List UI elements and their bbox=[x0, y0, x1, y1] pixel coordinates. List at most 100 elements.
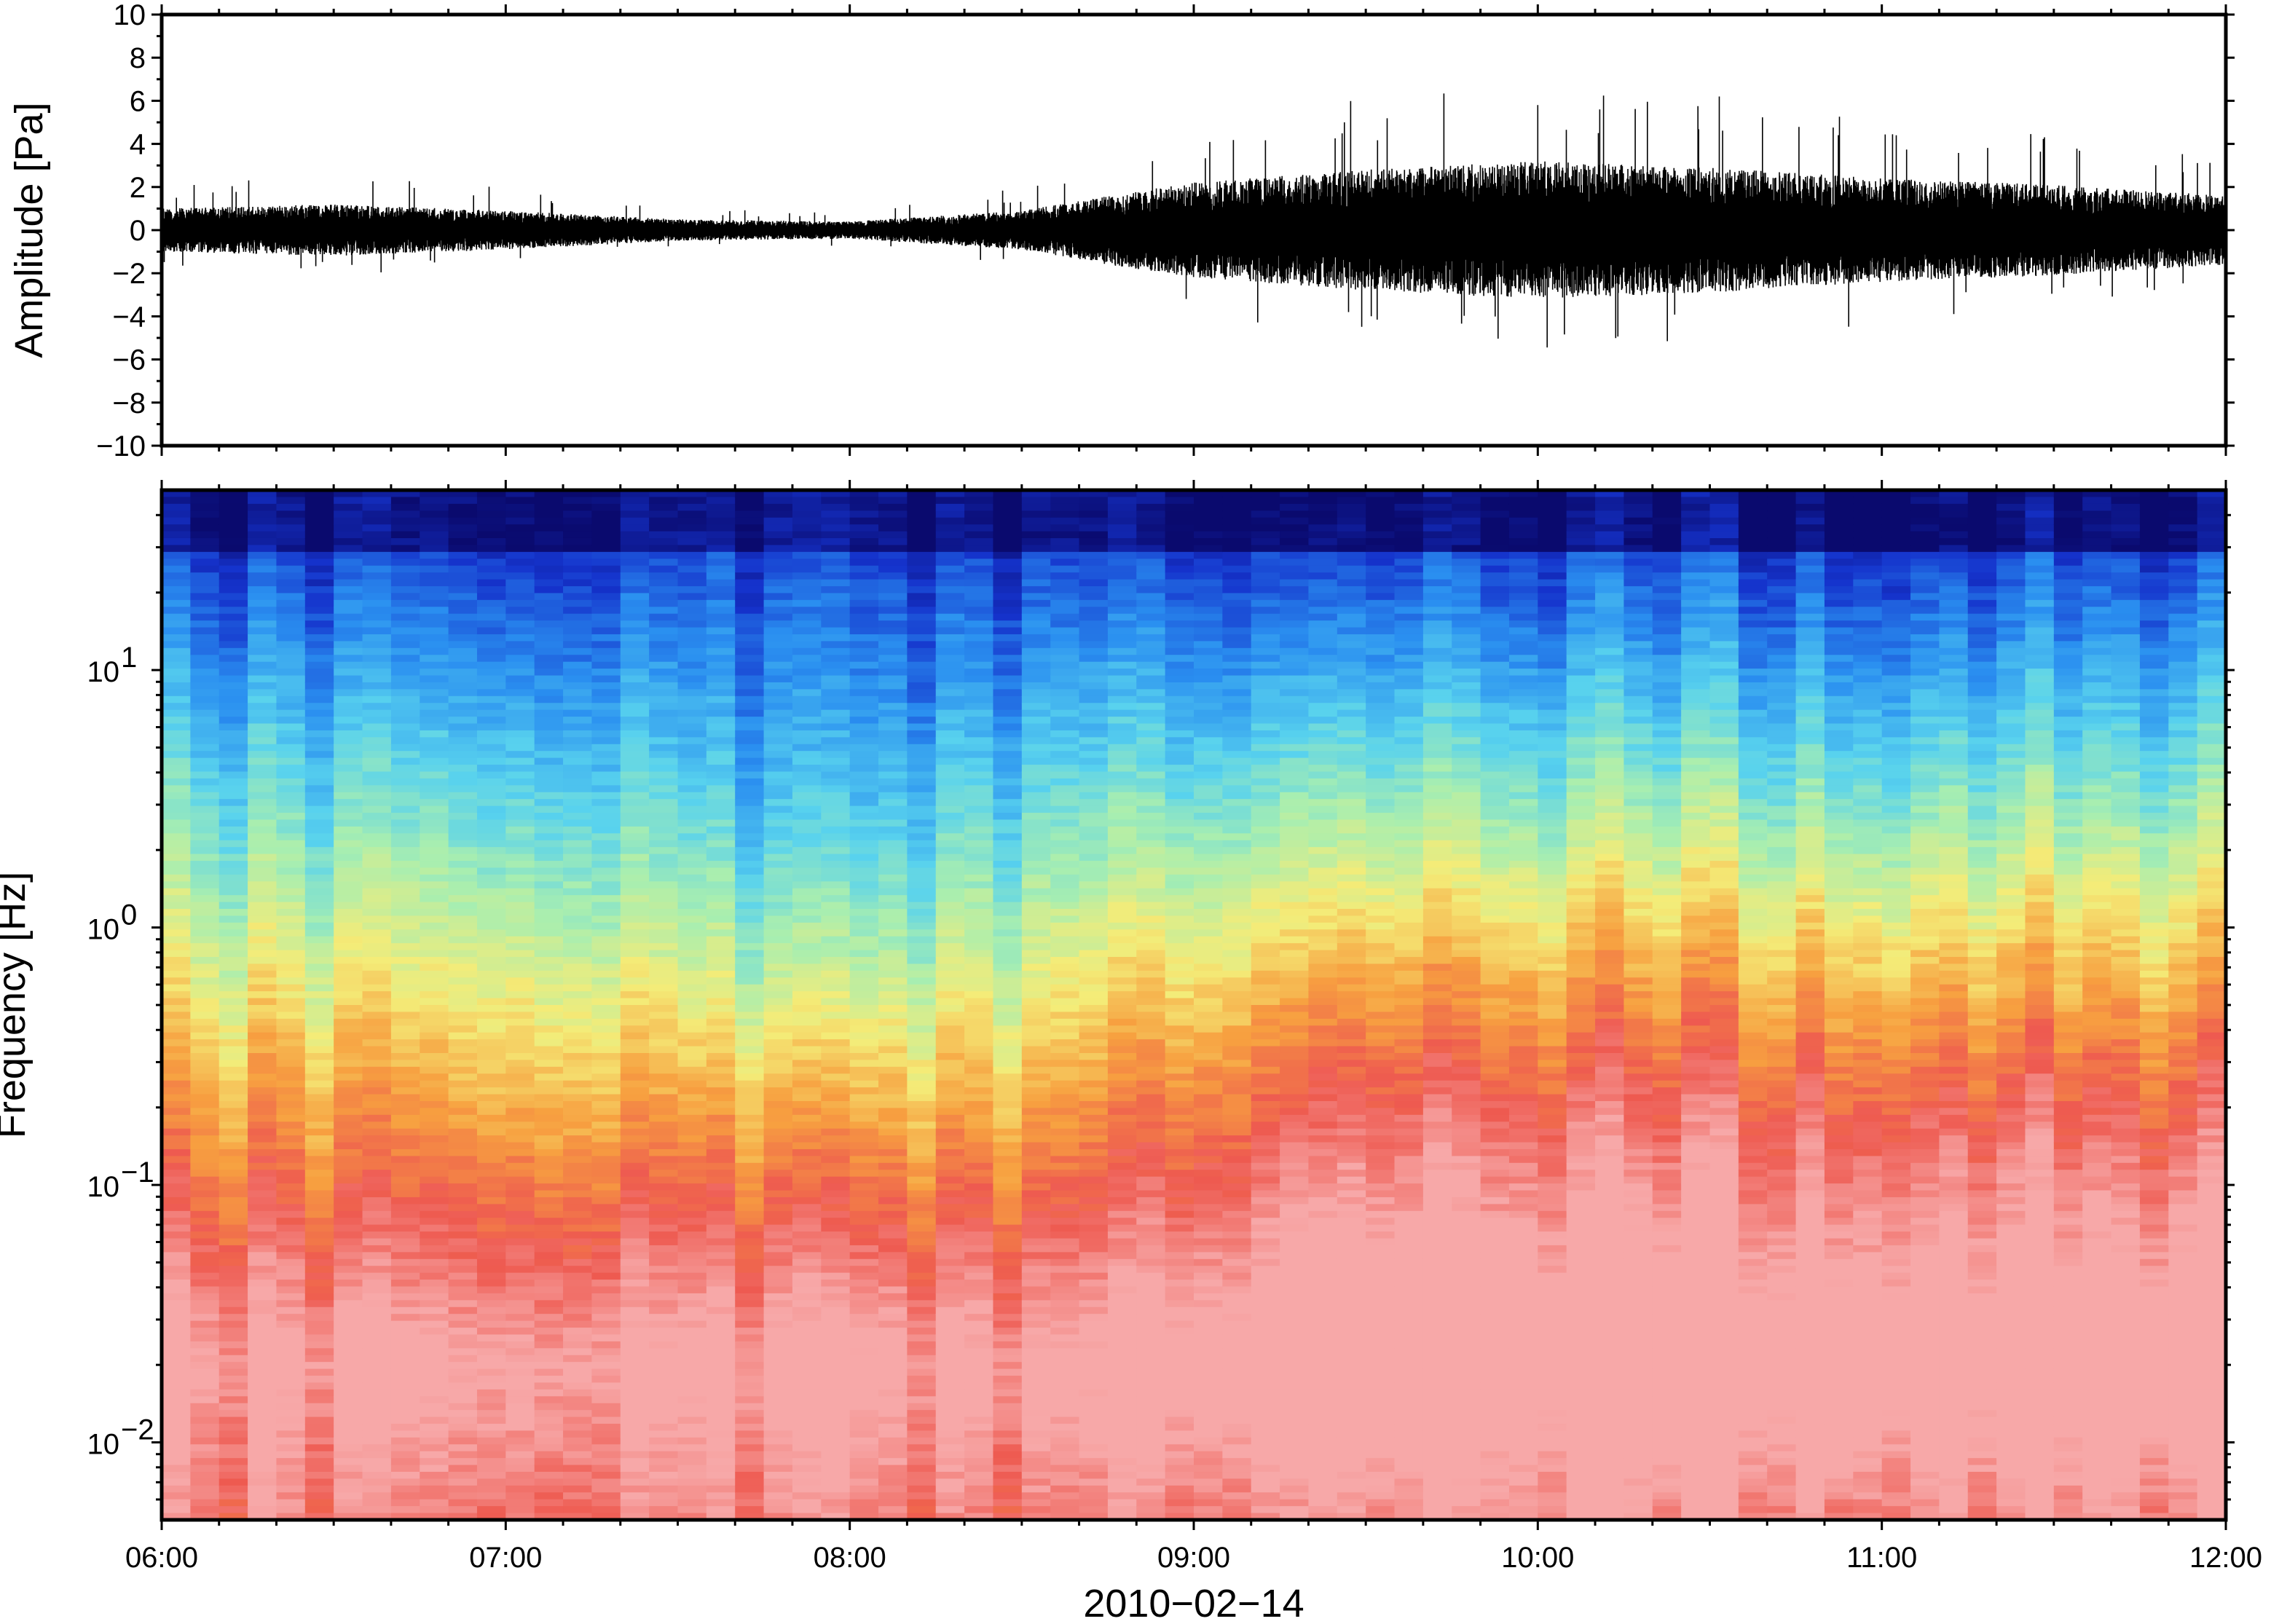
spectrogram-cell bbox=[505, 1231, 535, 1239]
spectrogram-cell bbox=[390, 833, 421, 841]
spectrogram-cell bbox=[649, 730, 679, 738]
spectrogram-cell bbox=[190, 1052, 220, 1061]
spectrogram-cell bbox=[821, 1100, 851, 1109]
spectrogram-cell bbox=[1050, 1506, 1080, 1514]
spectrogram-cell bbox=[190, 957, 220, 965]
spectrogram-cell bbox=[420, 1341, 449, 1349]
spectrogram-cell bbox=[677, 579, 707, 587]
spectrogram-cell bbox=[649, 1320, 679, 1328]
spectrogram-cell bbox=[849, 1341, 879, 1349]
spectrogram-cell bbox=[248, 915, 278, 923]
spectrogram-cell bbox=[792, 1280, 822, 1288]
spectrogram-cell bbox=[935, 1499, 965, 1507]
spectrogram-cell bbox=[476, 1306, 507, 1314]
spectrogram-cell bbox=[276, 1478, 306, 1486]
spectrogram-cell bbox=[534, 1376, 564, 1384]
spectrogram-cell bbox=[362, 545, 392, 553]
spectrogram-cell bbox=[304, 1073, 334, 1081]
spectrogram-cell bbox=[1021, 915, 1051, 923]
spectrogram-cell bbox=[849, 1231, 879, 1239]
spectrogram-cell bbox=[505, 1094, 535, 1102]
spectrogram-cell bbox=[821, 1148, 851, 1157]
spectrogram-cell bbox=[476, 1122, 507, 1130]
spectrogram-cell bbox=[505, 867, 535, 875]
spectrogram-cell bbox=[1021, 537, 1051, 546]
spectrogram-cell bbox=[821, 1314, 851, 1322]
spectrogram-cell bbox=[534, 792, 564, 800]
spectrogram-cell bbox=[706, 1499, 736, 1507]
spectrogram-cell bbox=[849, 922, 879, 931]
spectrogram-cell bbox=[649, 1100, 679, 1109]
spectrogram-cell bbox=[1079, 717, 1109, 725]
spectrogram-cell bbox=[993, 792, 1023, 800]
spectrogram-cell bbox=[476, 1162, 507, 1171]
spectrogram-cell bbox=[190, 1416, 220, 1424]
spectrogram-cell bbox=[735, 792, 765, 800]
spectrogram-cell bbox=[563, 799, 593, 807]
spectrogram-cell bbox=[563, 709, 593, 717]
spectrogram-cell bbox=[620, 1403, 650, 1411]
spectrogram-cell bbox=[620, 1499, 650, 1507]
spectrogram-cell bbox=[792, 1142, 822, 1150]
spectrogram-cell bbox=[162, 634, 192, 642]
spectrogram-cell bbox=[763, 1245, 793, 1253]
spectrogram-cell bbox=[334, 1472, 363, 1480]
spectrogram-cell bbox=[620, 627, 650, 635]
spectrogram-cell bbox=[534, 895, 564, 903]
spectrogram-cell bbox=[563, 511, 593, 519]
spectrogram-cell bbox=[563, 490, 593, 498]
spectrogram-cell bbox=[1050, 1018, 1080, 1027]
spectrogram-cell bbox=[763, 1362, 793, 1370]
spectrogram-cell bbox=[248, 1135, 278, 1143]
spectrogram-cell bbox=[935, 922, 965, 931]
spectrogram-cell bbox=[390, 1444, 421, 1452]
spectrogram-cell bbox=[878, 929, 908, 937]
spectrogram-cell bbox=[420, 1513, 449, 1520]
spectrogram-cell bbox=[420, 620, 449, 628]
spectrogram-cell bbox=[276, 1231, 306, 1239]
spectrogram-cell bbox=[1021, 1492, 1051, 1500]
spectrogram-cell bbox=[649, 909, 679, 917]
spectrogram-cell bbox=[505, 517, 535, 525]
spectrogram-cell bbox=[248, 1396, 278, 1404]
spectrogram-cell bbox=[591, 744, 621, 752]
spectrogram-cell bbox=[677, 813, 707, 821]
spectrogram-cell bbox=[1050, 1430, 1080, 1438]
spectrogram-cell bbox=[735, 1224, 765, 1232]
spectrogram-cell bbox=[849, 1424, 879, 1432]
spectrogram-cell bbox=[993, 1424, 1023, 1432]
spectrogram-cell bbox=[448, 1148, 478, 1157]
spectrogram-cell bbox=[878, 647, 908, 656]
spectrogram-cell bbox=[563, 874, 593, 883]
spectrogram-cell bbox=[476, 1444, 507, 1452]
spectrogram-cell bbox=[821, 1506, 851, 1514]
spectrogram-cell bbox=[448, 1478, 478, 1486]
spectrogram-cell bbox=[162, 1416, 192, 1424]
spectrogram-cell bbox=[677, 1416, 707, 1424]
spectrogram-cell bbox=[792, 545, 822, 553]
spectrogram-cell bbox=[476, 1108, 507, 1116]
spectrogram-cell bbox=[735, 1320, 765, 1328]
spectrogram-cell bbox=[907, 503, 937, 512]
spectrogram-cell bbox=[591, 881, 621, 889]
spectrogram-cell bbox=[849, 1108, 879, 1116]
spectrogram-cell bbox=[792, 833, 822, 841]
spectrogram-cell bbox=[190, 1135, 220, 1143]
spectrogram-cell bbox=[735, 847, 765, 855]
spectrogram-cell bbox=[362, 675, 392, 683]
spectrogram-cell bbox=[735, 1293, 765, 1301]
spectrogram-cell bbox=[162, 970, 192, 979]
spectrogram-cell bbox=[935, 819, 965, 827]
spectrogram-cell bbox=[649, 1183, 679, 1191]
spectrogram-cell bbox=[276, 1122, 306, 1130]
spectrogram-cell bbox=[390, 599, 421, 608]
spectrogram-cell bbox=[505, 799, 535, 807]
spectrogram-cell bbox=[190, 943, 220, 951]
spectrogram-cell bbox=[935, 641, 965, 649]
spectrogram-cell bbox=[964, 1005, 994, 1013]
spectrogram-cell bbox=[334, 1218, 363, 1226]
spectrogram-cell bbox=[1050, 669, 1080, 677]
spectrogram-cell bbox=[878, 1100, 908, 1109]
spectrogram-cell bbox=[390, 1389, 421, 1398]
